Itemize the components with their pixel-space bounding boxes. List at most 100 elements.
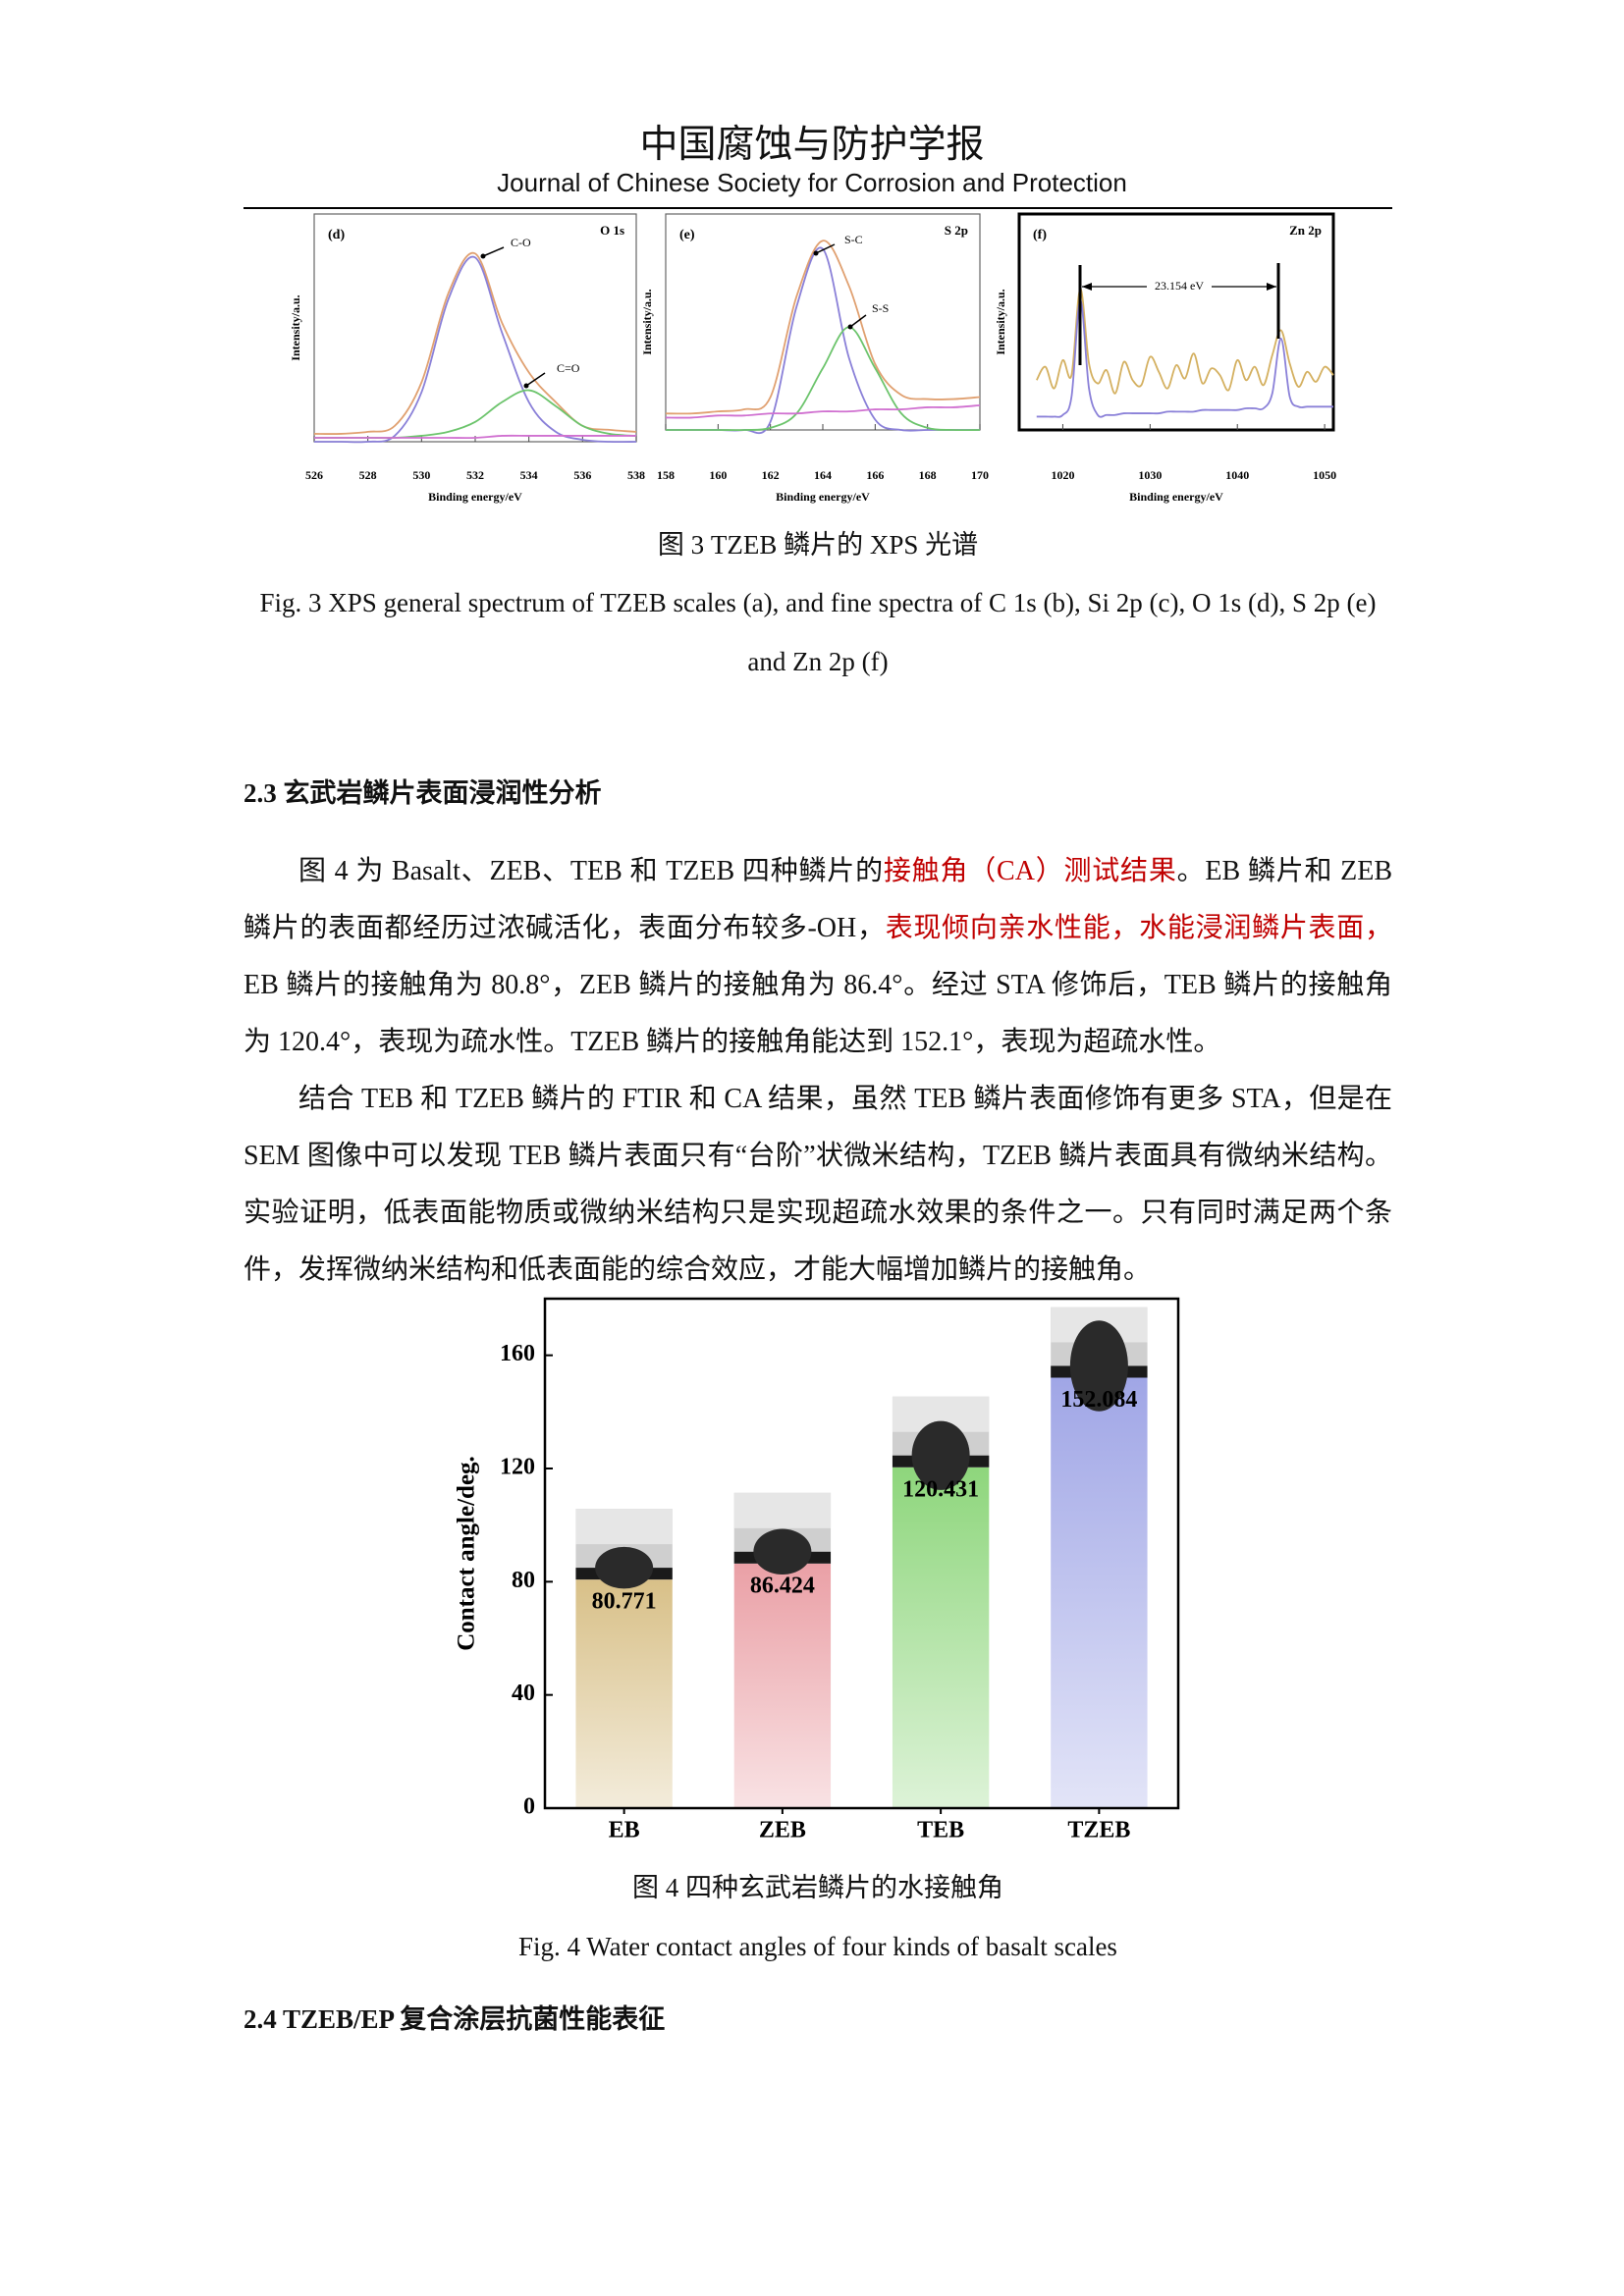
y-tick-label: 0 bbox=[523, 1794, 535, 1820]
plot-frame bbox=[1017, 212, 1335, 432]
bar bbox=[1051, 1377, 1148, 1808]
panel-corner-label: S 2p bbox=[945, 223, 968, 238]
arrow-head bbox=[523, 383, 529, 389]
peak-label: C-O bbox=[511, 236, 531, 249]
x-tick-label: 1030 bbox=[1138, 468, 1162, 482]
spectrum-line bbox=[665, 403, 981, 419]
droplet bbox=[911, 1420, 970, 1490]
peak-label: C=O bbox=[557, 361, 580, 375]
figure-caption: Fig. 4 Water contact angles of four kind… bbox=[518, 1932, 1117, 1961]
text: EB 鳞片的接触角为 80.8°，ZEB 鳞片的接触角为 86.4°。经过 ST… bbox=[244, 970, 1392, 1057]
plot-frame bbox=[313, 213, 637, 443]
x-tick-label: 1040 bbox=[1225, 468, 1249, 482]
peak-label: S-C bbox=[844, 233, 863, 246]
x-tick-label: 164 bbox=[814, 468, 832, 482]
journal-subtitle: Journal of Chinese Society for Corrosion… bbox=[497, 168, 1127, 197]
x-tick-label: 168 bbox=[919, 468, 937, 482]
y-tick-label: 160 bbox=[500, 1341, 535, 1366]
x-tick-label: 158 bbox=[657, 468, 675, 482]
spectrum-line bbox=[665, 246, 980, 435]
x-axis-label: Binding energy/eV bbox=[776, 490, 870, 504]
droplet bbox=[595, 1546, 654, 1589]
panel-label: (e) bbox=[679, 228, 695, 242]
x-tick-label: 1020 bbox=[1051, 468, 1074, 482]
y-axis-label: Intensity/a.u. bbox=[289, 294, 302, 360]
figure-caption: 图 3 TZEB 鳞片的 XPS 光谱 bbox=[657, 530, 979, 560]
arrow-head bbox=[847, 324, 853, 330]
y-axis-label: Contact angle/deg. bbox=[454, 1456, 480, 1651]
x-tick-label: 534 bbox=[520, 468, 538, 482]
figure-caption: Fig. 3 XPS general spectrum of TZEB scal… bbox=[259, 588, 1377, 676]
droplet-image bbox=[575, 1509, 673, 1589]
bar bbox=[733, 1563, 832, 1808]
x-tick-label: EB bbox=[609, 1818, 640, 1843]
spectrum-line bbox=[665, 326, 981, 432]
x-tick-label: 528 bbox=[359, 468, 377, 482]
xps-panel: 158 160 162 164 166 168 170 Binding energy/eV In… bbox=[640, 213, 989, 504]
xps-panel: 1020 1030 1040 1050 Binding energy/eV Intensi… bbox=[994, 212, 1336, 504]
plot-frame bbox=[543, 1297, 1180, 1810]
peak-label: S-S bbox=[872, 301, 889, 315]
droplet-image bbox=[733, 1492, 832, 1575]
annotation-arrow bbox=[815, 243, 836, 254]
x-tick-label: TZEB bbox=[1067, 1818, 1130, 1843]
panel-corner-label: O 1s bbox=[600, 223, 624, 238]
annotation-arrow bbox=[482, 246, 505, 257]
spectrum-line bbox=[1036, 299, 1333, 418]
paragraph: 结合 TEB 和 TZEB 鳞片的 FTIR 和 CA 结果，虽然 TEB 鳞片… bbox=[244, 1071, 1392, 1299]
y-tick-label: 40 bbox=[512, 1681, 535, 1706]
x-tick-label: 1050 bbox=[1313, 468, 1336, 482]
panel-corner-label: Zn 2p bbox=[1289, 223, 1322, 238]
x-tick-label: 170 bbox=[971, 468, 989, 482]
value-label: 152.084 bbox=[1060, 1387, 1137, 1413]
x-tick-label: 526 bbox=[305, 468, 323, 482]
droplet-image bbox=[1051, 1307, 1148, 1412]
x-tick-label: 538 bbox=[627, 468, 645, 482]
x-tick-label: 536 bbox=[573, 468, 591, 482]
droplet-image bbox=[892, 1396, 990, 1490]
spectrum-line bbox=[665, 240, 981, 415]
section-heading: 2.4 TZEB/EP 复合涂层抗菌性能表征 bbox=[244, 2004, 666, 2034]
y-axis-label: Intensity/a.u. bbox=[640, 289, 654, 354]
value-label: 86.424 bbox=[750, 1573, 815, 1598]
plot-frame bbox=[665, 213, 981, 431]
highlighted-text: 接触角（CA）测试结果 bbox=[883, 856, 1177, 886]
x-tick-label: 160 bbox=[709, 468, 727, 482]
text: 。EB 鳞片和 ZEB 鳞片的表面都经历过浓碱活化，表面分布较多-OH， bbox=[244, 856, 1392, 943]
arrow-head bbox=[813, 250, 819, 256]
body-text: 图 4 为 Basalt、ZEB、TEB 和 TZEB 四种鳞片的接触角（CA）… bbox=[244, 843, 1392, 1299]
spectrum-line bbox=[314, 389, 637, 440]
panel-label: (f) bbox=[1033, 228, 1047, 242]
spectrum-line bbox=[314, 434, 636, 440]
x-tick-label: 530 bbox=[412, 468, 430, 482]
photo-shade bbox=[575, 1509, 673, 1545]
x-tick-label: TEB bbox=[917, 1818, 964, 1843]
bar bbox=[575, 1579, 673, 1808]
text: 图 4 为 Basalt、ZEB、TEB 和 TZEB 四种鳞片的 bbox=[298, 856, 884, 886]
value-label: 80.771 bbox=[592, 1589, 657, 1615]
paragraph: 图 4 为 Basalt、ZEB、TEB 和 TZEB 四种鳞片的接触角（CA）… bbox=[244, 843, 1392, 1071]
droplet bbox=[1069, 1320, 1128, 1412]
journal-title: 中国腐蚀与防护学报 bbox=[639, 123, 985, 167]
y-tick-label: 120 bbox=[500, 1455, 535, 1480]
figure-caption: 图 4 四种玄武岩鳞片的水接触角 bbox=[632, 1873, 1003, 1902]
panel-label: (d) bbox=[328, 228, 345, 242]
highlighted-text: 表现倾向亲水性能，水能浸润鳞片表面， bbox=[885, 913, 1392, 943]
annotation-arrow bbox=[525, 372, 546, 387]
y-axis-label: Intensity/a.u. bbox=[994, 289, 1007, 354]
x-axis-label: Binding energy/eV bbox=[428, 490, 522, 504]
xps-panel: 526 528 530 532 534 536 538 Binding energy/eV In… bbox=[289, 213, 645, 504]
arrow-head bbox=[480, 253, 486, 259]
droplet bbox=[753, 1528, 812, 1575]
spectrum-line bbox=[313, 251, 637, 435]
spectrum-line bbox=[313, 255, 637, 444]
x-tick-label: 162 bbox=[762, 468, 780, 482]
x-tick-label: ZEB bbox=[759, 1818, 806, 1843]
section-heading: 2.3 玄武岩鳞片表面浸润性分析 bbox=[244, 778, 602, 808]
y-tick-label: 80 bbox=[512, 1568, 535, 1593]
text: 结合 TEB 和 TZEB 鳞片的 FTIR 和 CA 结果，虽然 TEB 鳞片… bbox=[244, 1084, 1392, 1285]
photo-shade bbox=[733, 1492, 832, 1528]
x-tick-label: 166 bbox=[866, 468, 884, 482]
